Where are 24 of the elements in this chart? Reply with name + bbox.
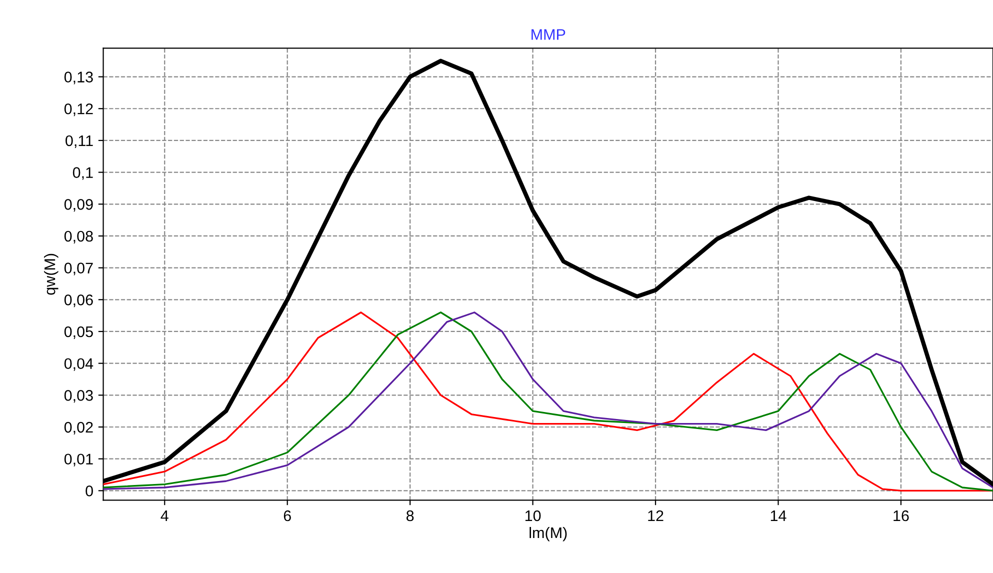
chart-title: MMP [532, 29, 566, 40]
x-tick-label: 16 [894, 510, 909, 522]
y-tick-label: 0 [86, 486, 93, 496]
x-tick-label: 4 [160, 510, 168, 522]
y-tick-label: 0,11 [66, 135, 93, 148]
x-tick-label: 6 [284, 510, 291, 522]
y-tick-label: 0,08 [64, 230, 93, 244]
x-axis-title: lm(M) [530, 526, 567, 542]
x-tick-label: 8 [406, 510, 414, 522]
y-tick-label: 0,02 [64, 422, 93, 434]
y-tick-label: 0,04 [64, 358, 94, 371]
x-tick-label: 10 [525, 510, 541, 522]
y-tick-label: 0,03 [64, 390, 93, 403]
y-tick-label: 0,07 [64, 262, 93, 276]
y-axis-title: qw(M) [44, 254, 58, 295]
y-tick-label: 0,1 [72, 167, 93, 180]
y-tick-label: 0,06 [64, 294, 93, 308]
y-tick-label: 0,09 [64, 199, 93, 212]
y-tick-label: 0,13 [64, 72, 93, 84]
y-tick-label: 0,05 [64, 326, 93, 339]
x-tick-label: 14 [770, 510, 786, 522]
y-tick-label: 0,12 [64, 103, 93, 116]
x-tick-label: 12 [648, 510, 664, 522]
y-tick-label: 0,01 [64, 454, 93, 466]
